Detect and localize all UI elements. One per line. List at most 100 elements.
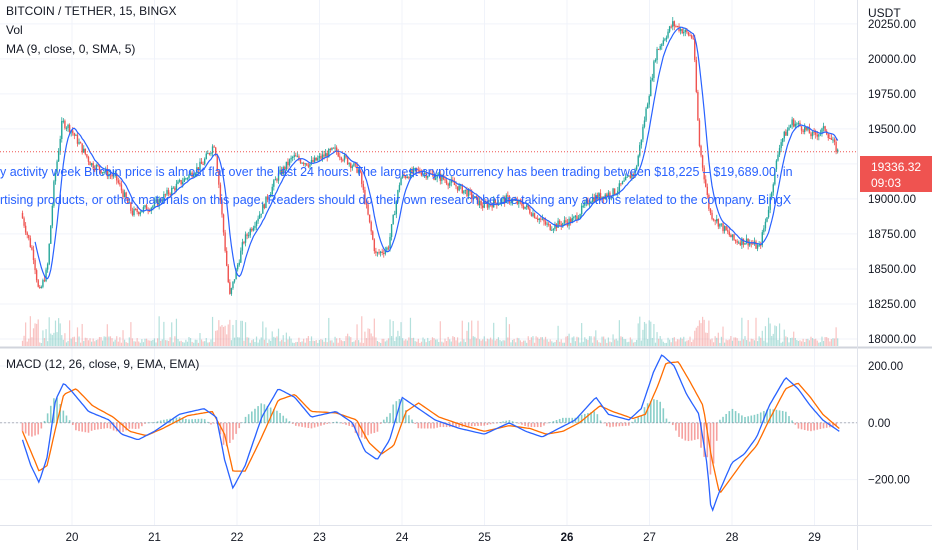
candle-body (829, 137, 831, 139)
volume-bar (423, 339, 426, 346)
candle-body (621, 181, 624, 185)
candle-body (455, 185, 457, 187)
volume-bar (818, 342, 820, 346)
candle-body (244, 234, 247, 243)
histogram-bar (706, 422, 709, 458)
volume-bar (450, 341, 452, 346)
candle-body (142, 207, 145, 212)
histogram-bar (794, 422, 797, 425)
histogram-bar (282, 415, 285, 423)
candle-body (108, 173, 110, 177)
candle-body (214, 147, 217, 155)
volume-bar (705, 332, 707, 346)
candle-body (811, 131, 814, 137)
candle-body (686, 30, 688, 33)
candle-body (72, 130, 74, 134)
candle-body (716, 218, 718, 222)
candle-body (138, 211, 140, 215)
candle-body (291, 157, 294, 159)
histogram-bar (684, 422, 687, 441)
volume-bar (750, 338, 752, 346)
volume-bar (651, 337, 653, 346)
histogram-bar (646, 403, 649, 423)
volume-bar (391, 336, 393, 346)
volume-bar (595, 330, 597, 346)
volume-bar (147, 340, 149, 346)
candle-body (161, 200, 163, 202)
histogram-bar (596, 414, 599, 423)
candle-body (547, 223, 550, 225)
candle-body (141, 211, 143, 213)
histogram-bar (332, 422, 335, 423)
volume-bar (133, 341, 135, 346)
candle-body (37, 280, 39, 287)
candle-body (482, 205, 484, 208)
candle-body (679, 29, 682, 32)
candle-body (529, 208, 531, 214)
volume-bar (419, 342, 421, 346)
histogram-bar (543, 422, 545, 426)
histogram-bar (781, 410, 784, 423)
price-tick-label: 20250.00 (868, 19, 916, 31)
macd-legend[interactable]: MACD (12, 26, close, 9, EMA, EMA) (6, 357, 200, 371)
histogram-bar (590, 412, 592, 423)
volume-bar (317, 342, 319, 346)
volume-bar (648, 320, 650, 346)
histogram-bar (775, 409, 778, 423)
histogram-bar (71, 422, 74, 426)
candle-body (793, 119, 795, 127)
volume-bar (128, 337, 130, 346)
volume-bar (315, 340, 317, 346)
candle-body (207, 153, 209, 155)
volume-bar (29, 316, 31, 346)
volume-bar (166, 340, 168, 346)
candle-body (554, 223, 556, 229)
candle-body (87, 156, 90, 162)
candle-body (651, 78, 654, 81)
histogram-bar (342, 422, 344, 424)
volume-bar (742, 339, 745, 346)
histogram-bar (150, 422, 153, 423)
volume-bar (299, 342, 302, 346)
volume-bar (244, 322, 247, 346)
volume-bar (653, 324, 655, 346)
candle-body (544, 221, 547, 225)
volume-bar (505, 317, 507, 346)
volume-bar (83, 341, 85, 346)
candle-body (675, 26, 677, 28)
candle-body (326, 153, 328, 158)
candle-body (203, 158, 206, 165)
histogram-bar (348, 422, 350, 426)
volume-bar (205, 338, 207, 346)
volume-bar (513, 338, 515, 346)
volume-bar (802, 338, 804, 346)
ma-legend[interactable]: MA (9, close, 0, SMA, 5) (6, 42, 136, 56)
candle-body (818, 134, 820, 137)
volume-bar (822, 340, 825, 346)
volume-bar (522, 340, 525, 346)
candle-body (800, 126, 803, 131)
histogram-bar (320, 422, 322, 426)
candle-body (29, 238, 32, 248)
volume-bar (546, 339, 548, 346)
histogram-bar (690, 422, 693, 441)
volume-bar (684, 341, 686, 346)
candle-body (507, 195, 509, 197)
volume-bar (826, 337, 828, 346)
histogram-bar (668, 421, 671, 423)
candle-body (450, 179, 452, 183)
candle-body (709, 208, 712, 213)
volume-legend[interactable]: Vol (6, 23, 23, 37)
histogram-bar (442, 422, 445, 428)
histogram-bar (637, 417, 640, 423)
histogram-bar (68, 420, 71, 423)
histogram-bar (395, 401, 398, 423)
volume-bar (555, 339, 558, 346)
histogram-bar (499, 422, 501, 423)
candle-body (642, 126, 644, 140)
candle-body (197, 167, 200, 171)
candle-body (598, 192, 600, 199)
candle-body (596, 195, 599, 199)
candle-body (591, 197, 594, 202)
